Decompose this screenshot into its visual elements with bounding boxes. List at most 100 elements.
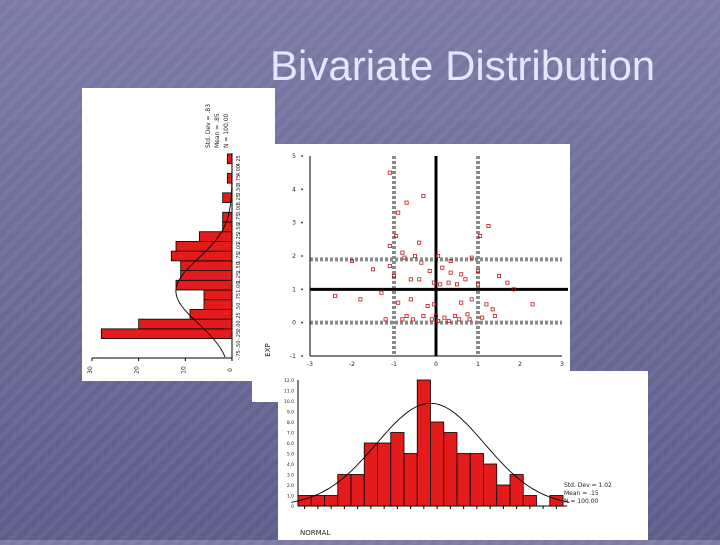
left-category-label: 4.25 xyxy=(236,155,242,166)
scatter-x-tick-label: -1 xyxy=(391,361,397,368)
bottom-y-tick-label: 10.0 xyxy=(284,399,294,405)
scatter-y-tick-dot xyxy=(301,288,303,291)
scatter-point xyxy=(427,269,432,274)
bottom-bar xyxy=(390,432,405,507)
left-x-tick-label: 30 xyxy=(87,366,94,374)
scatter-point xyxy=(459,300,464,305)
left-category-label: .25 xyxy=(236,312,242,320)
bottom-y-tick-label: 3.0 xyxy=(287,473,294,479)
scatter-point xyxy=(490,307,495,312)
scatter-point xyxy=(419,260,424,265)
bottom-y-tick-label: 2.0 xyxy=(287,483,294,489)
left-stats-label: Std. Dev = .83 xyxy=(205,104,212,148)
scatter-x-tick-label: 2 xyxy=(518,361,522,368)
bottom-bar xyxy=(350,474,365,507)
scatter-point xyxy=(496,273,501,278)
scatter-point xyxy=(404,313,409,318)
scatter-point xyxy=(446,318,451,323)
bottom-bar xyxy=(416,379,431,507)
bottom-bar xyxy=(496,484,511,507)
scatter-point xyxy=(431,280,436,285)
scatter-point xyxy=(475,269,480,274)
scatter-point xyxy=(463,277,468,282)
left-bar xyxy=(175,241,233,252)
bottom-stats-label: N = 100.00 xyxy=(564,498,599,505)
scatter-point xyxy=(421,313,426,318)
bottom-bar xyxy=(483,463,498,507)
bottom-y-tick-label: 4.0 xyxy=(287,462,294,468)
scatter-point xyxy=(387,244,392,249)
scatter-point xyxy=(417,277,422,282)
bottom-bar xyxy=(324,495,339,507)
scatter-point xyxy=(511,287,516,292)
scatter-panel: -3 -2 -1 0 1 2 3 -1 0 1 2 3 4 5 EXP xyxy=(252,144,570,402)
left-bar xyxy=(203,299,233,310)
scatter-point xyxy=(387,264,392,269)
left-category-label: 3.25 xyxy=(236,194,242,205)
scatter-point xyxy=(454,282,459,287)
scatter-point xyxy=(446,280,451,285)
scatter-y-tick-dot xyxy=(301,255,303,257)
left-bar xyxy=(226,173,233,184)
left-category-label: 0.00 xyxy=(236,320,242,331)
scatter-y-tick-label: 5 xyxy=(292,153,296,160)
left-bar xyxy=(180,270,233,281)
scatter-point xyxy=(379,290,384,295)
left-category-label: 2.50 xyxy=(236,223,242,234)
bottom-stats-label: Mean = .15 xyxy=(564,490,599,497)
scatter-point xyxy=(358,297,363,302)
scatter-point xyxy=(442,315,447,320)
left-bar xyxy=(180,260,233,271)
scatter-y-tick-label: 0 xyxy=(292,320,296,327)
bottom-y-tick-label: 11.0 xyxy=(284,389,294,395)
scatter-point xyxy=(412,254,417,259)
slide-title: Bivariate Distribution xyxy=(270,42,656,89)
scatter-point xyxy=(492,313,497,318)
left-stats-label: Mean = .85 xyxy=(214,113,221,148)
left-category-label: 4.00 xyxy=(236,165,242,176)
scatter-point xyxy=(436,254,441,259)
scatter-y-tick-dot xyxy=(301,155,303,157)
scatter-point xyxy=(421,194,426,199)
left-bar xyxy=(175,279,233,291)
scatter-point xyxy=(396,300,401,305)
left-x-tick-label: 0 xyxy=(227,368,234,372)
left-bar xyxy=(222,211,233,223)
scatter-y-tick-label: -1 xyxy=(290,353,296,360)
scatter-point xyxy=(452,313,457,318)
scatter-point xyxy=(417,240,422,245)
bottom-histogram-panel: 0 1.0 2.0 3.0 4.0 5.0 6.0 7.0 8.0 9.0 10.0 11.0 12.0… xyxy=(278,371,648,540)
scatter-x-tick-label: 0 xyxy=(434,361,438,368)
left-bar xyxy=(198,231,233,242)
scatter-point xyxy=(383,317,388,322)
left-category-label: .75 xyxy=(236,293,242,301)
scatter-point xyxy=(410,317,415,322)
scatter-x-tick-label: -2 xyxy=(349,361,355,368)
left-x-tick-label: 10 xyxy=(180,366,187,374)
scatter-x-tick-label: -3 xyxy=(307,361,313,368)
left-category-label: 3.50 xyxy=(236,184,242,195)
scatter-point xyxy=(333,293,338,298)
left-category-label: 3.00 xyxy=(236,204,242,215)
scatter-point xyxy=(469,255,474,260)
bottom-bar xyxy=(337,474,352,507)
left-category-label: 2.75 xyxy=(236,214,242,225)
scatter-point xyxy=(396,210,401,215)
left-bar xyxy=(170,250,233,262)
scatter-point xyxy=(371,267,376,272)
scatter-x-tick-label: 1 xyxy=(476,361,480,368)
left-category-label: 1.00 xyxy=(236,282,242,293)
left-histogram-panel: -.75 -.50 -.25 0.00.25.50 .75 1.00 1.25 1.50 1.7… xyxy=(82,88,275,381)
bottom-bar xyxy=(310,495,325,507)
bottom-bar xyxy=(469,453,484,507)
scatter-point xyxy=(448,270,453,275)
left-category-label: 1.25 xyxy=(236,272,242,283)
left-category-label: -.75 xyxy=(236,350,242,360)
scatter-point xyxy=(440,265,445,270)
scatter-plot: -3 -2 -1 0 1 2 3 -1 0 1 2 3 4 5 EXP xyxy=(264,153,568,368)
bottom-bar xyxy=(522,495,537,507)
scatter-point xyxy=(459,272,464,277)
scatter-y-tick-label: 1 xyxy=(292,286,296,293)
scatter-y-tick-label: 3 xyxy=(292,220,296,227)
scatter-y-tick-dot xyxy=(301,355,303,357)
